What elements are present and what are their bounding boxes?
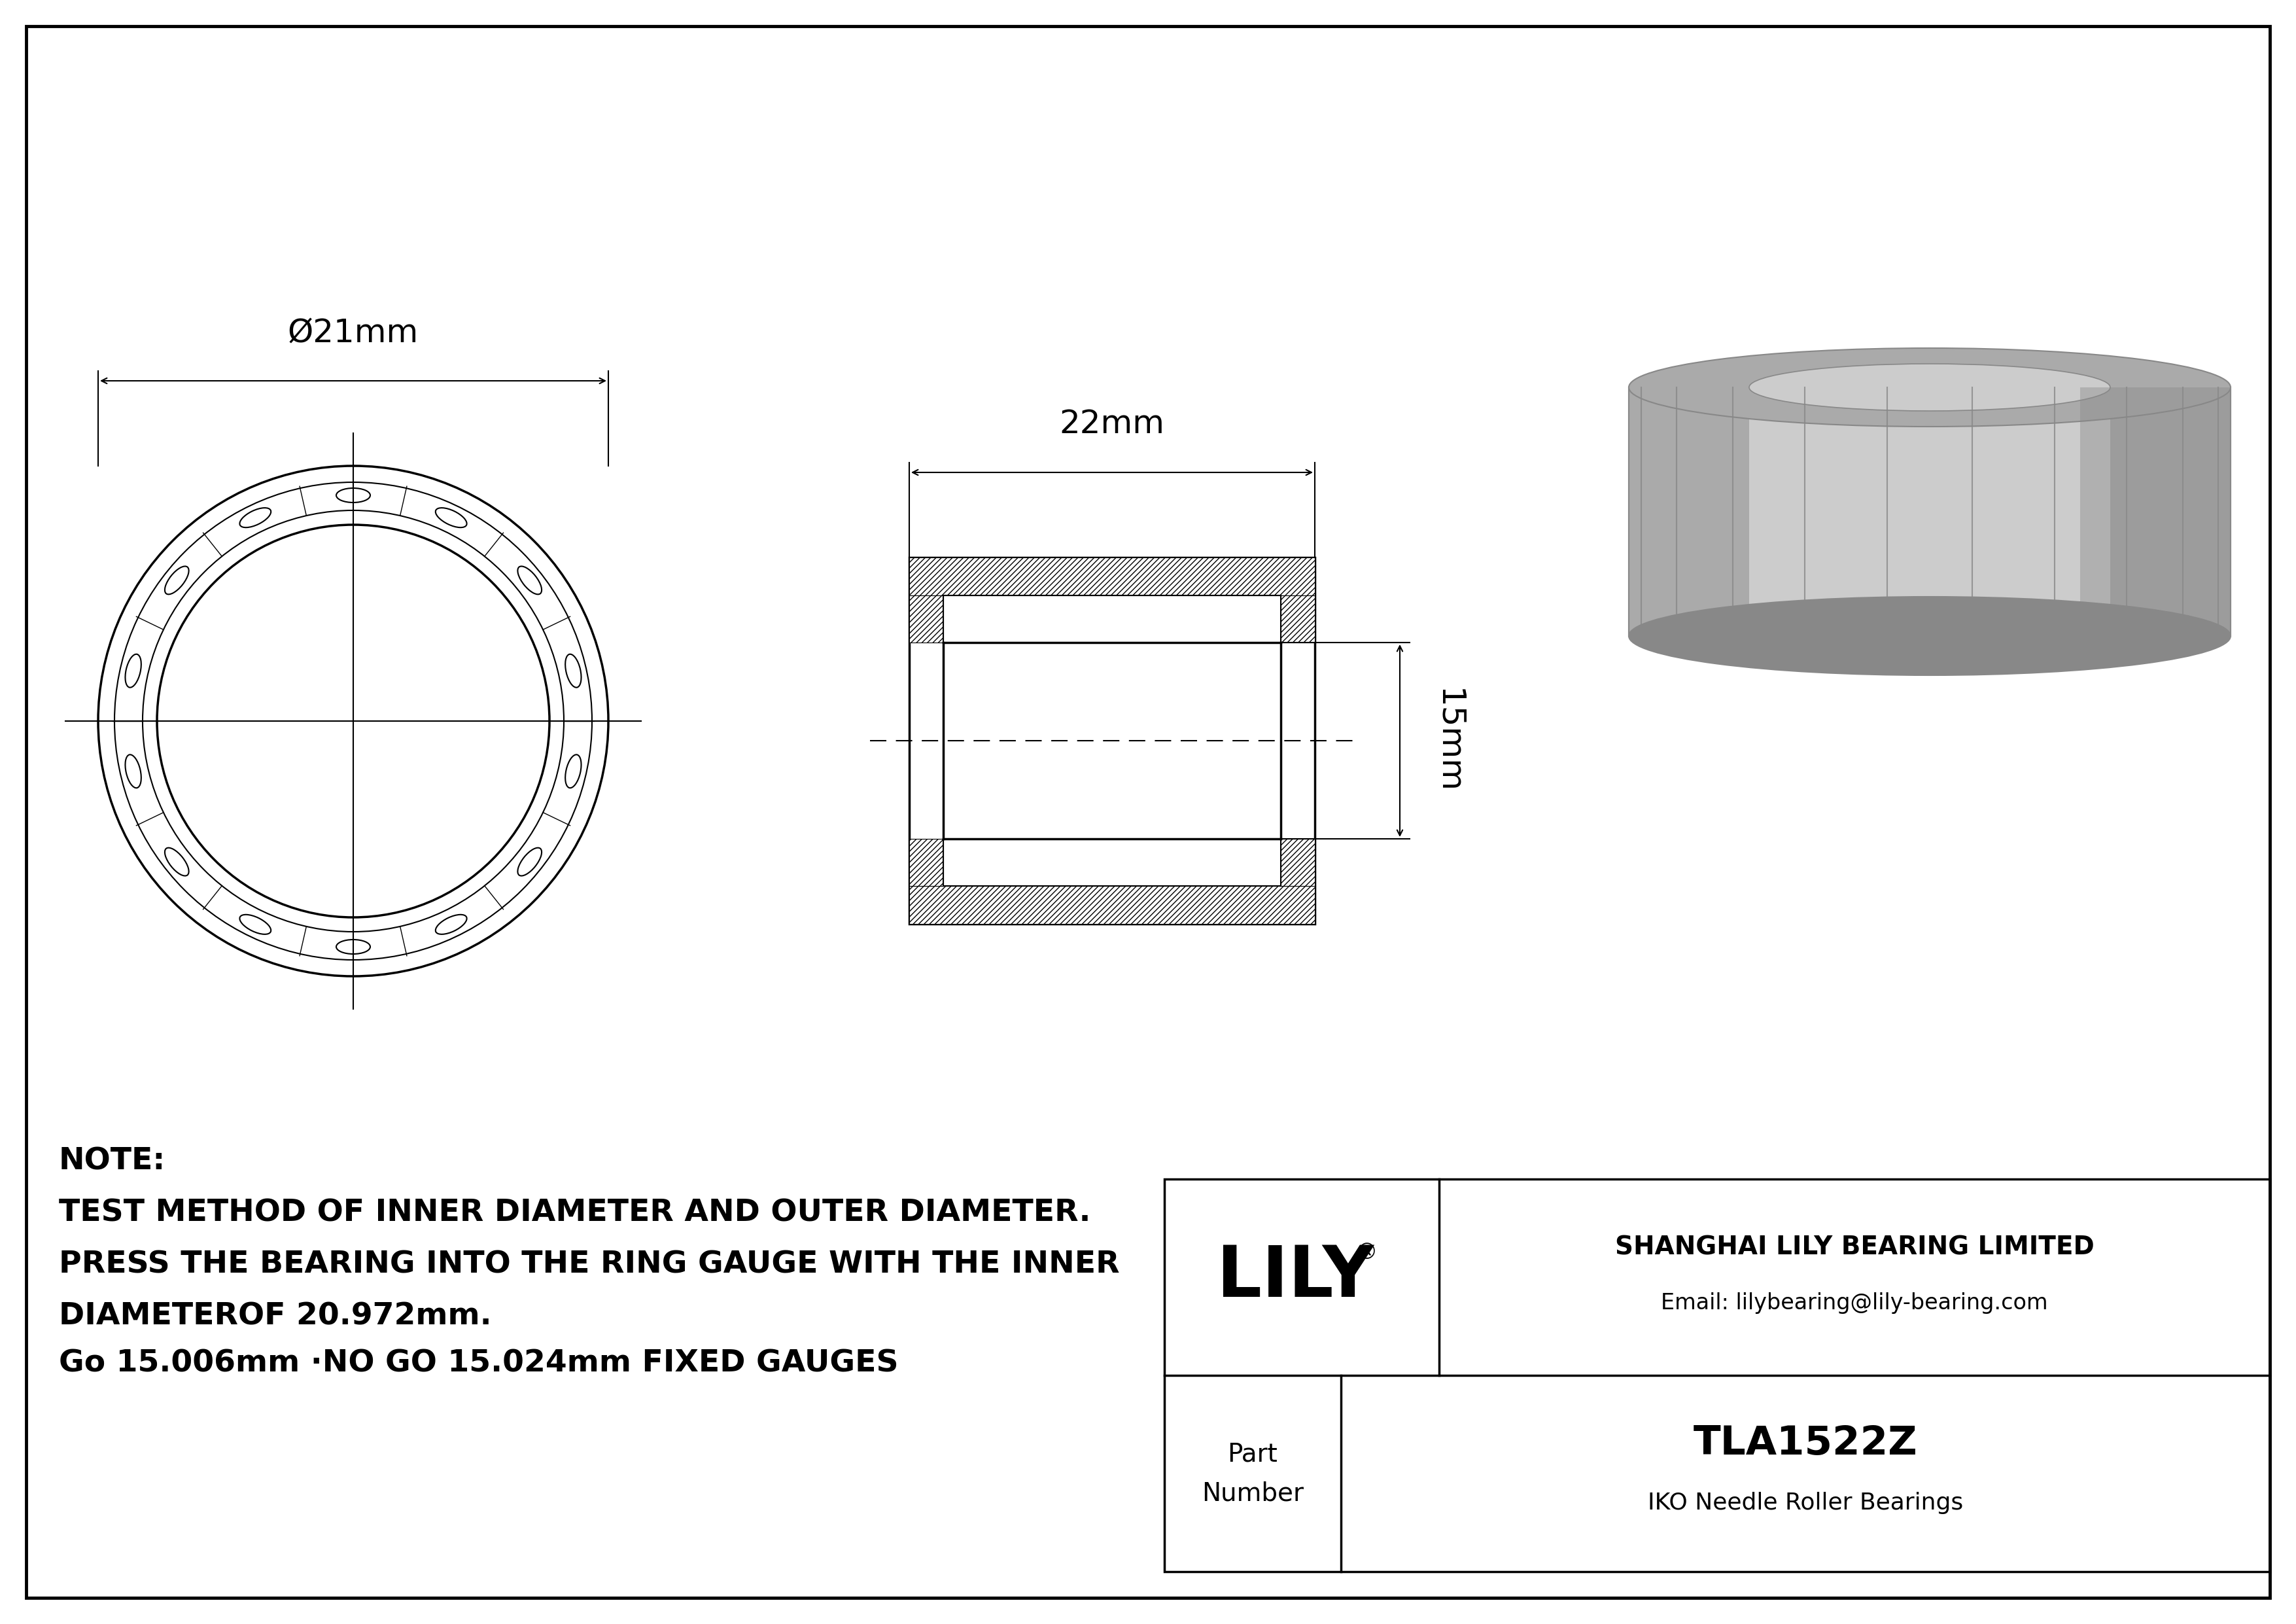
Text: NOTE:: NOTE: bbox=[60, 1147, 165, 1176]
Ellipse shape bbox=[1628, 596, 2232, 676]
Bar bbox=[909, 840, 944, 887]
Text: Ø21mm: Ø21mm bbox=[287, 317, 418, 348]
Ellipse shape bbox=[1750, 364, 2110, 411]
Bar bbox=[909, 557, 1316, 924]
Text: IKO Needle Roller Bearings: IKO Needle Roller Bearings bbox=[1649, 1492, 1963, 1514]
Bar bbox=[909, 596, 944, 643]
Text: Part: Part bbox=[1228, 1442, 1279, 1466]
Bar bbox=[1281, 840, 1316, 887]
Text: 22mm: 22mm bbox=[1058, 408, 1164, 440]
Text: SHANGHAI LILY BEARING LIMITED: SHANGHAI LILY BEARING LIMITED bbox=[1614, 1236, 2094, 1260]
Bar bbox=[1750, 388, 2110, 637]
Bar bbox=[909, 887, 1316, 924]
Text: Number: Number bbox=[1201, 1481, 1304, 1505]
Bar bbox=[2080, 388, 2232, 637]
Bar bbox=[1281, 596, 1316, 643]
Text: LILY: LILY bbox=[1217, 1242, 1373, 1312]
Text: Email: lilybearing@lily-bearing.com: Email: lilybearing@lily-bearing.com bbox=[1660, 1293, 2048, 1314]
Text: 15mm: 15mm bbox=[1433, 689, 1465, 794]
Ellipse shape bbox=[1628, 348, 2232, 427]
Text: PRESS THE BEARING INTO THE RING GAUGE WITH THE INNER: PRESS THE BEARING INTO THE RING GAUGE WI… bbox=[60, 1250, 1120, 1280]
Text: ®: ® bbox=[1355, 1242, 1378, 1263]
Text: TLA1522Z: TLA1522Z bbox=[1694, 1424, 1917, 1463]
Text: Go 15.006mm ·NO GO 15.024mm FIXED GAUGES: Go 15.006mm ·NO GO 15.024mm FIXED GAUGES bbox=[60, 1350, 898, 1379]
Bar bbox=[909, 557, 1316, 596]
Bar bbox=[1164, 1179, 2271, 1572]
Bar bbox=[1628, 388, 2232, 637]
Text: DIAMETEROF 20.972mm.: DIAMETEROF 20.972mm. bbox=[60, 1302, 491, 1332]
Text: TEST METHOD OF INNER DIAMETER AND OUTER DIAMETER.: TEST METHOD OF INNER DIAMETER AND OUTER … bbox=[60, 1199, 1091, 1228]
